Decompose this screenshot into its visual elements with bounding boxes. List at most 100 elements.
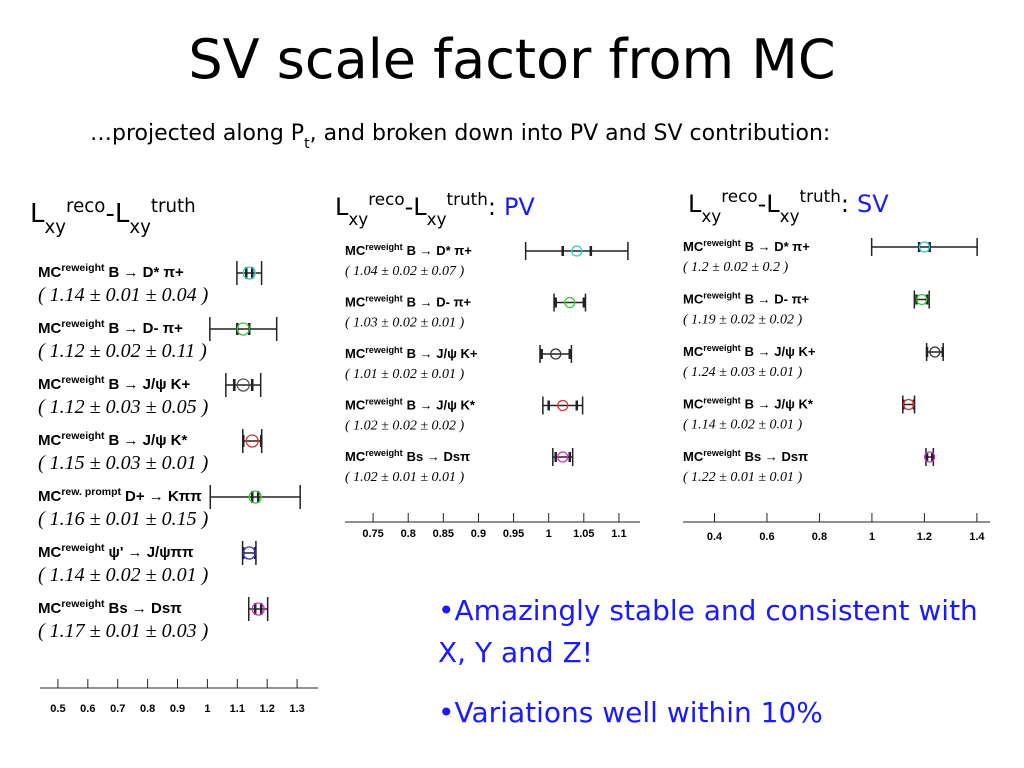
x-tick-label: 1.3 xyxy=(289,703,304,715)
entry-prefix: MC xyxy=(38,376,61,393)
entry-prefix: MC xyxy=(683,397,704,412)
chart-title-part: L xyxy=(688,190,702,218)
entry-prefix: MC xyxy=(38,544,61,561)
stat-error-bar xyxy=(540,349,572,359)
chart-title-part: -L xyxy=(105,199,129,229)
value-label: ( 1.24 ± 0.03 ± 0.01 ) xyxy=(683,365,803,380)
chart-title-part: -L xyxy=(758,190,781,218)
entry-label: MCreweight ψ' → J/ψππ xyxy=(38,542,194,561)
error-bar xyxy=(209,485,301,509)
value-label: ( 1.01 ± 0.02 ± 0.01 ) xyxy=(345,367,465,382)
x-tick-label: 1.05 xyxy=(573,528,594,540)
entry-label: MCreweight B → D* π+ xyxy=(345,242,472,258)
chart-title-part: xy xyxy=(701,206,721,226)
x-tick-label: 0.95 xyxy=(503,528,524,540)
entry-prefix: MC xyxy=(683,292,704,307)
entry-tag: reweight xyxy=(61,374,105,386)
stat-error-bar xyxy=(554,297,586,308)
chart-title: Lxyreco-Lxytruth: SV xyxy=(688,186,889,226)
entry-process: D+ → Kππ xyxy=(125,488,202,505)
stat-error-bar xyxy=(554,452,572,462)
x-tick-label: 1.2 xyxy=(917,531,932,543)
subtitle-text: …projected along P xyxy=(90,121,304,146)
subtitle-text: , and broken down into PV and SV contrib… xyxy=(310,121,831,146)
entry-process: B → D* π+ xyxy=(109,264,184,281)
chart-title: Lxyreco-Lxytruth xyxy=(30,196,196,238)
chart-title-part: xy xyxy=(45,217,67,238)
entry-tag: reweight xyxy=(365,448,402,458)
x-tick-label: 1.1 xyxy=(230,703,245,715)
entry-prefix: MC xyxy=(38,600,61,617)
x-tick-label: 0.85 xyxy=(433,528,454,540)
chart-title-part: -L xyxy=(405,193,428,221)
entry-tag: reweight xyxy=(365,294,402,304)
entry-prefix: MC xyxy=(683,449,704,464)
error-bar xyxy=(524,242,629,260)
x-tick-label: 0.75 xyxy=(362,528,383,540)
x-tick-label: 0.5 xyxy=(50,703,65,715)
error-bar xyxy=(553,293,587,312)
value-label: ( 1.04 ± 0.02 ± 0.07 ) xyxy=(345,264,465,279)
error-bar xyxy=(236,261,263,285)
chart-title-part: : xyxy=(841,190,849,218)
point xyxy=(236,378,250,392)
error-bar xyxy=(539,345,573,363)
subtitle: …projected along Pt, and broken down int… xyxy=(90,121,830,152)
entry-tag: reweight xyxy=(61,542,105,554)
point xyxy=(550,348,562,360)
point xyxy=(248,490,262,504)
entry-prefix: MC xyxy=(345,243,366,258)
entry-tag: reweight xyxy=(61,598,105,610)
value-label: ( 1.14 ± 0.02 ± 0.01 ) xyxy=(38,564,209,586)
entry-tag: reweight xyxy=(703,448,740,458)
point xyxy=(564,296,576,309)
point xyxy=(242,546,256,560)
stat-error-bar xyxy=(925,452,934,462)
entry-label: MCreweight B → J/ψ K* xyxy=(38,430,187,449)
x-tick-label: 0.9 xyxy=(170,703,185,715)
entry-label: MCreweight Bs → Dsπ xyxy=(38,598,182,617)
stat-error-bar xyxy=(242,435,263,447)
point xyxy=(903,398,915,411)
entry-tag: rew. prompt xyxy=(61,486,121,498)
x-tick-label: 0.7 xyxy=(110,703,125,715)
entry-prefix: MC xyxy=(345,346,366,361)
value-label: ( 1.14 ± 0.01 ± 0.04 ) xyxy=(38,284,209,306)
entry-label: MCreweight B → D* π+ xyxy=(683,238,810,254)
value-label: ( 1.15 ± 0.03 ± 0.01 ) xyxy=(38,452,209,474)
stat-error-bar xyxy=(547,400,579,411)
chart-title-part: xy xyxy=(129,217,151,238)
error-bar xyxy=(209,317,278,341)
entry-prefix: MC xyxy=(345,449,366,464)
entry-label: MCreweight B → D* π+ xyxy=(38,262,184,281)
entry-tag: reweight xyxy=(61,318,105,330)
error-bar xyxy=(870,238,978,256)
value-label: ( 1.14 ± 0.02 ± 0.01 ) xyxy=(683,418,803,433)
entry-process: Bs → Dsπ xyxy=(109,600,183,617)
chart-title-part: xy xyxy=(427,209,447,229)
point xyxy=(923,451,936,463)
entry-prefix: MC xyxy=(683,344,704,359)
entry-tag: reweight xyxy=(365,345,402,355)
x-tick-label: 1 xyxy=(204,703,210,715)
entry-label: MCreweight B → D- π+ xyxy=(683,291,810,307)
chart-title: Lxyreco-Lxytruth: PV xyxy=(335,189,535,229)
value-label: ( 1.02 ± 0.01 ± 0.01 ) xyxy=(345,470,465,485)
entry-label: MCreweight B → J/ψ K+ xyxy=(345,345,478,361)
chart-title-part: SV xyxy=(857,190,889,218)
chart-title-part: L xyxy=(30,199,45,229)
entry-process: Bs → Dsπ xyxy=(407,449,470,464)
entry-process: Bs → Dsπ xyxy=(745,449,808,464)
entry-tag: reweight xyxy=(365,397,402,407)
point xyxy=(571,245,583,257)
stat-error-bar xyxy=(925,347,945,357)
value-label: ( 1.17 ± 0.01 ± 0.03 ) xyxy=(38,620,209,642)
point xyxy=(918,241,931,253)
entry-tag: reweight xyxy=(703,396,740,406)
error-bar xyxy=(925,343,944,361)
entry-label: MCreweight B → J/ψ K+ xyxy=(683,343,816,359)
value-label: ( 1.12 ± 0.03 ± 0.05 ) xyxy=(38,396,209,418)
stat-error-bar xyxy=(250,491,260,503)
entry-process: ψ' → J/ψππ xyxy=(109,544,194,561)
